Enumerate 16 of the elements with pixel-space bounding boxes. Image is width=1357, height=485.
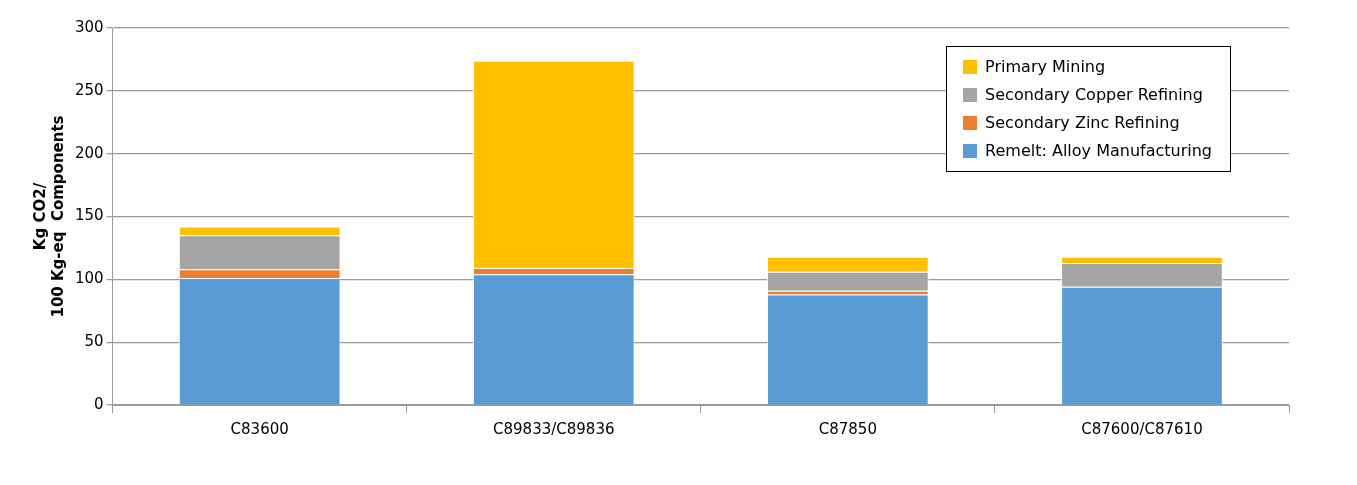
y-axis-title: Kg CO2/ 100 Kg-eq Components xyxy=(30,115,67,318)
x-tick-label: C89833/C89836 xyxy=(493,419,615,438)
legend-label: Secondary Zinc Refining xyxy=(985,112,1180,134)
y-tick-label: 150 xyxy=(74,206,104,225)
legend-label: Primary Mining xyxy=(985,56,1106,78)
y-tick-label: 100 xyxy=(74,269,104,288)
y-tick-label: 300 xyxy=(74,17,104,36)
y-tick-label: 250 xyxy=(74,80,104,99)
x-tick-label: C87850 xyxy=(818,419,877,438)
x-tick-label: C87600/C87610 xyxy=(1081,419,1203,438)
legend-label: Remelt: Alloy Manufacturing xyxy=(985,140,1212,162)
x-tick-label: C83600 xyxy=(230,419,289,438)
y-tick-label: 200 xyxy=(74,143,104,162)
y-tick-label: 0 xyxy=(94,394,104,413)
y-tick-label: 50 xyxy=(84,332,104,351)
legend-label: Secondary Copper Refining xyxy=(985,84,1203,106)
